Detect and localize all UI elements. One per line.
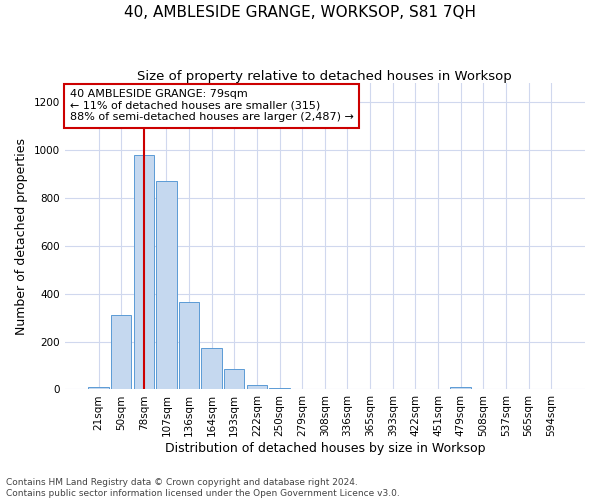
Text: 40 AMBLESIDE GRANGE: 79sqm
← 11% of detached houses are smaller (315)
88% of sem: 40 AMBLESIDE GRANGE: 79sqm ← 11% of deta… [70, 89, 354, 122]
Bar [202, 348, 222, 390]
X-axis label: Distribution of detached houses by size in Worksop: Distribution of detached houses by size … [164, 442, 485, 455]
Bar [247, 384, 267, 390]
Y-axis label: Number of detached properties: Number of detached properties [15, 138, 28, 334]
Bar [269, 388, 290, 390]
Bar [88, 387, 109, 390]
Text: 40, AMBLESIDE GRANGE, WORKSOP, S81 7QH: 40, AMBLESIDE GRANGE, WORKSOP, S81 7QH [124, 5, 476, 20]
Bar [451, 387, 471, 390]
Bar [224, 369, 244, 390]
Bar [156, 181, 176, 390]
Bar [111, 315, 131, 390]
Text: Contains HM Land Registry data © Crown copyright and database right 2024.
Contai: Contains HM Land Registry data © Crown c… [6, 478, 400, 498]
Bar [134, 155, 154, 390]
Bar [179, 302, 199, 390]
Title: Size of property relative to detached houses in Worksop: Size of property relative to detached ho… [137, 70, 512, 83]
